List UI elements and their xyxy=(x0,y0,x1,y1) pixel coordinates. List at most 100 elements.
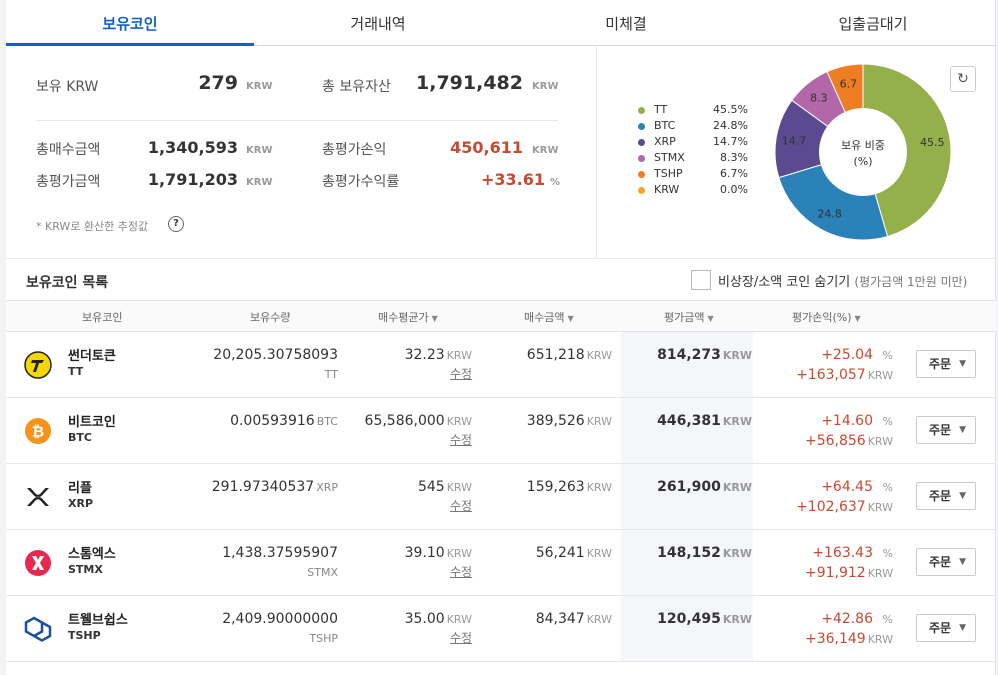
total-eval-value: 1,791,203 xyxy=(147,170,238,189)
edit-avg-link[interactable]: 수정 xyxy=(450,499,473,513)
eval-amount: 120,495 KRW xyxy=(657,611,752,627)
hide-small-coins-label[interactable]: 비상장/소액 코인 숨기기 (평가금액 1만원 미만) xyxy=(718,271,967,290)
table-row[interactable]: ₿ 비트코인 BTC 0.00593916 BTC 65,586,000 KRW 수… xyxy=(6,398,996,464)
pl-rate: +14.60% xyxy=(821,413,893,429)
tab-holdings[interactable]: 보유코인 xyxy=(6,0,254,46)
holdings-pie-chart: 45.5 24.8 14.7 8.3 6.7 보유 비중 (%) xyxy=(774,63,952,241)
legend-dot xyxy=(638,139,645,146)
legend-pct: 45.5% xyxy=(713,103,748,116)
th-avg[interactable]: 매수평균가 ▼ xyxy=(378,309,438,325)
eval-amount: 814,273 KRW xyxy=(657,347,752,363)
legend-name: STMX xyxy=(654,151,685,164)
pl-rate-unit: % xyxy=(882,547,893,560)
hide-small-coins-checkbox[interactable] xyxy=(691,270,711,290)
holding-qty-value: 0.00593916 xyxy=(230,413,315,429)
buy-amount-value: 651,218 xyxy=(526,347,585,363)
total-pl-unit: KRW xyxy=(532,145,559,156)
coin-name[interactable]: 썬더토큰 xyxy=(68,349,116,364)
pl-rate: +25.04% xyxy=(821,347,893,363)
order-button[interactable]: 주문 ▼ xyxy=(916,416,976,444)
section-horizontal-divider xyxy=(6,258,996,259)
total-rate-value: +33.61 xyxy=(480,170,545,189)
hide-label-text: 비상장/소액 코인 숨기기 xyxy=(718,275,851,290)
total-eval-unit: KRW xyxy=(246,177,273,188)
buy-amount: 389,526 KRW xyxy=(527,413,612,429)
holding-qty-unit: TSHP xyxy=(309,632,338,645)
table-row[interactable]: 썬더토큰 TT 20,205.30758093 TT 32.23 KRW 수정 6… xyxy=(6,332,996,398)
legend-name: TT xyxy=(654,103,668,116)
thundertoken-icon xyxy=(24,351,52,379)
order-label: 주문 xyxy=(929,555,952,569)
th-buy[interactable]: 매수금액 ▼ xyxy=(524,309,574,325)
chevron-down-icon: ▼ xyxy=(959,623,966,633)
pl-rate-unit: % xyxy=(882,415,893,428)
table-row[interactable]: 트웰브쉽스 TSHP 2,409.90000000 TSHP 35.00 KRW … xyxy=(6,596,996,662)
eval-amount-value: 261,900 xyxy=(657,479,721,495)
pl-rate: +64.45% xyxy=(821,479,893,495)
sort-caret-icon: ▼ xyxy=(567,314,574,323)
holding-qty: 0.00593916 BTC xyxy=(230,413,338,429)
table-row[interactable]: 스톰엑스 STMX 1,438.37595907 STMX 39.10 KRW 수… xyxy=(6,530,996,596)
holdings-list-title: 보유코인 목록 xyxy=(26,275,109,291)
tab-open-orders[interactable]: 미체결 xyxy=(605,15,647,33)
avg-price-unit: KRW xyxy=(446,613,472,626)
chevron-down-icon: ▼ xyxy=(959,557,966,567)
edit-avg-link[interactable]: 수정 xyxy=(450,367,473,381)
pl-amount: +56,856 KRW xyxy=(805,433,893,449)
pl-amount-unit: KRW xyxy=(867,633,893,646)
order-label: 주문 xyxy=(929,423,952,437)
table-row[interactable]: 리플 XRP 291.97340537 XRP 545 KRW 수정 159,263… xyxy=(6,464,996,530)
eval-amount: 261,900 KRW xyxy=(657,479,752,495)
order-button[interactable]: 주문 ▼ xyxy=(916,350,976,378)
edit-avg-link[interactable]: 수정 xyxy=(450,631,473,645)
order-label: 주문 xyxy=(929,489,952,503)
pl-amount-value: +163,057 xyxy=(796,367,866,383)
order-button[interactable]: 주문 ▼ xyxy=(916,482,976,510)
th-coin: 보유코인 xyxy=(82,311,123,324)
coin-name[interactable]: 스톰엑스 xyxy=(68,547,116,562)
eval-column-highlight xyxy=(621,332,753,662)
pl-rate-value: +163.43 xyxy=(812,545,873,561)
coin-symbol: TSHP xyxy=(68,629,101,642)
tab-bar: 보유코인 거래내역 미체결 입출금대기 xyxy=(6,0,996,46)
avg-price: 39.10 KRW xyxy=(405,545,472,561)
eval-amount-unit: KRW xyxy=(722,481,752,494)
avg-price: 35.00 KRW xyxy=(405,611,472,627)
order-button[interactable]: 주문 ▼ xyxy=(916,614,976,642)
th-pl[interactable]: 평가손익(%) ▼ xyxy=(792,309,861,325)
coin-name[interactable]: 비트코인 xyxy=(68,415,116,430)
total-rate-label: 총평가수익률 xyxy=(322,174,400,190)
pie-slice-label: 24.8 xyxy=(817,208,842,221)
legend-item-stmx: STMX 8.3% xyxy=(638,151,748,167)
holding-qty: 20,205.30758093 xyxy=(213,347,338,363)
legend-dot xyxy=(638,123,645,130)
pl-rate-value: +64.45 xyxy=(821,479,873,495)
order-button[interactable]: 주문 ▼ xyxy=(916,548,976,576)
coin-symbol: XRP xyxy=(68,497,94,510)
holdings-table-header: 보유코인 보유수량 매수평균가 ▼ 매수금액 ▼ 평가금액 ▼ 평가손익(%) ▼ xyxy=(6,300,996,332)
buy-amount-unit: KRW xyxy=(586,613,612,626)
coin-name[interactable]: 리플 xyxy=(68,481,92,496)
buy-amount: 651,218 KRW xyxy=(527,347,612,363)
refresh-icon[interactable]: ↻ xyxy=(950,66,976,92)
eval-amount: 148,152 KRW xyxy=(657,545,752,561)
buy-amount-value: 56,241 xyxy=(535,545,585,561)
edit-avg-link[interactable]: 수정 xyxy=(450,433,473,447)
coin-symbol: BTC xyxy=(68,431,92,444)
total-buy-label: 총매수금액 xyxy=(36,142,101,158)
avg-price: 65,586,000 KRW xyxy=(365,413,472,429)
th-qty: 보유수량 xyxy=(250,311,291,324)
avg-price-value: 39.10 xyxy=(404,545,445,561)
buy-amount-unit: KRW xyxy=(586,349,612,362)
sort-caret-icon: ▼ xyxy=(431,314,438,323)
legend-dot xyxy=(638,107,645,114)
edit-avg-link[interactable]: 수정 xyxy=(450,565,473,579)
th-eval[interactable]: 평가금액 ▼ xyxy=(664,309,714,325)
holding-qty: 2,409.90000000 xyxy=(222,611,338,627)
pl-amount: +102,637 KRW xyxy=(796,499,893,515)
coin-name[interactable]: 트웰브쉽스 xyxy=(68,613,128,628)
pie-slice-label: 14.7 xyxy=(782,134,807,147)
help-icon[interactable]: ? xyxy=(168,216,184,232)
tab-deposit-pending[interactable]: 입출금대기 xyxy=(838,15,908,33)
tab-trade-history[interactable]: 거래내역 xyxy=(350,15,406,33)
